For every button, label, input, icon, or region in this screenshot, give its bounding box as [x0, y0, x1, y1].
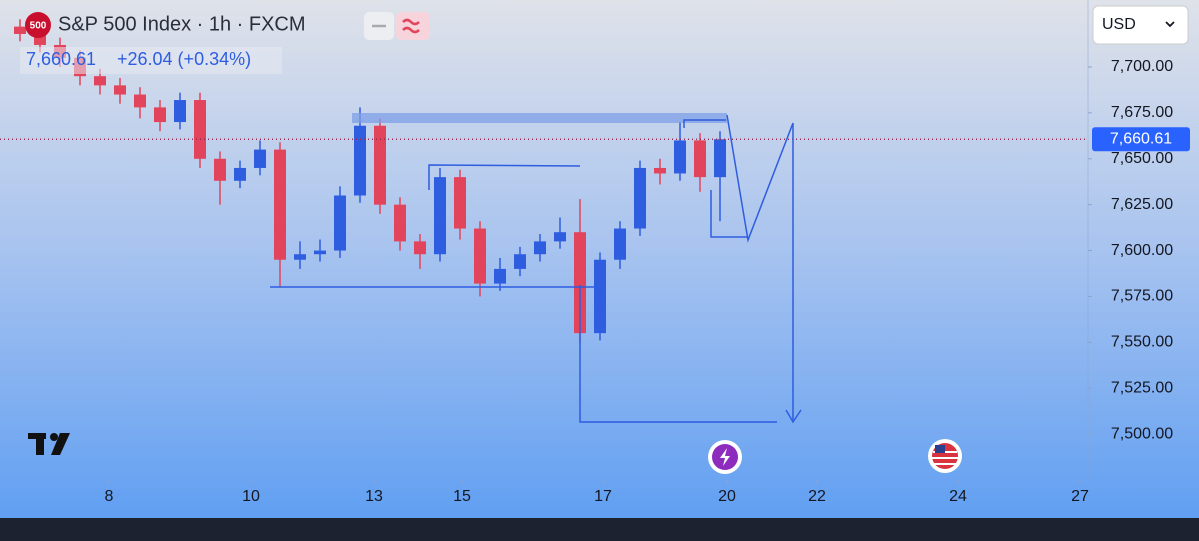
candle-body: [374, 125, 386, 205]
resistance-zone: [352, 113, 727, 123]
x-tick-label: 24: [949, 488, 967, 505]
currency-select[interactable]: [1092, 5, 1189, 45]
y-tick-label: 7,575.00: [1111, 288, 1173, 305]
plot: 7,500.00 7,525.00 7,550.00 7,575.00 7,600.00…: [0, 19, 1190, 505]
last-price: 7,660.61: [26, 49, 96, 69]
wave-icon: [402, 18, 420, 34]
candle-body: [14, 26, 26, 34]
y-tick-label: 7,700.00: [1111, 58, 1173, 75]
candle-body: [554, 232, 566, 242]
candle-body: [654, 167, 666, 174]
x-tick-label: 17: [594, 488, 612, 505]
dropdown-icon: [1165, 21, 1175, 28]
tv-logo: [28, 433, 70, 455]
x-tick-label: 27: [1071, 488, 1089, 505]
candle-body: [634, 167, 646, 229]
candle-body: [134, 94, 146, 108]
candle-body: [214, 158, 226, 181]
pullback-box: [710, 190, 748, 238]
candle-body: [194, 100, 206, 159]
chart-title: S&P 500 Index · 1h · FXCM: [58, 13, 306, 35]
currency-label: USD: [1102, 16, 1136, 33]
x-tick-label: 22: [808, 488, 826, 505]
candle-body: [714, 139, 726, 178]
candle-body: [454, 177, 466, 229]
range-line: [428, 164, 581, 190]
candle-body: [614, 228, 626, 260]
candle-body: [474, 228, 486, 284]
bottom-toolbar: [0, 518, 1199, 541]
drawings: [270, 113, 802, 424]
y-tick-label: 7,675.00: [1111, 104, 1173, 121]
candle-body: [254, 149, 266, 168]
candle-body: [694, 140, 706, 178]
candle-body: [294, 254, 306, 260]
candle-body: [494, 268, 506, 284]
x-tick-label: 10: [242, 488, 260, 505]
flag-canton: [935, 445, 945, 453]
candle-body: [534, 241, 546, 255]
candle-body: [34, 33, 46, 45]
candle-body: [574, 232, 586, 334]
badge-text: 500: [30, 21, 47, 32]
price-change: +26.04 (+0.34%): [117, 49, 251, 69]
candle-body: [274, 149, 286, 260]
projection-path: [726, 114, 794, 420]
arrow-head: [785, 409, 802, 424]
candle-body: [354, 125, 366, 196]
price-box: [20, 47, 282, 74]
wave-button[interactable]: [396, 12, 430, 40]
x-tick-label: 20: [718, 488, 736, 505]
candle-body: [174, 100, 186, 123]
candle-body: [394, 204, 406, 242]
candle-body: [314, 250, 326, 255]
y-tick-label: 7,600.00: [1111, 242, 1173, 259]
candle-body: [514, 254, 526, 269]
candle-body: [414, 241, 426, 255]
last-price-tag: [1092, 127, 1190, 152]
y-tick-label: 7,625.00: [1111, 196, 1173, 213]
y-tick-label: 7,650.00: [1111, 150, 1173, 167]
candle-body: [154, 107, 166, 123]
y-tick-label: 7,525.00: [1111, 379, 1173, 396]
top-box: [683, 119, 726, 128]
candle-body: [594, 259, 606, 334]
x-tick-label: 15: [453, 488, 471, 505]
lightning: [720, 448, 730, 466]
target-box: [579, 285, 777, 423]
candle-body: [434, 177, 446, 255]
candle-body: [94, 76, 106, 86]
x-tick-label: 8: [105, 488, 114, 505]
candle-body: [234, 167, 246, 181]
last-price-label: 7,660.61: [1110, 131, 1172, 148]
x-tick-label: 13: [365, 488, 383, 505]
candle-body: [114, 85, 126, 95]
candle-body: [674, 140, 686, 174]
candle-body: [334, 195, 346, 251]
y-tick-label: 7,500.00: [1111, 425, 1173, 442]
y-tick-label: 7,550.00: [1111, 334, 1173, 351]
symbol-badge: [25, 12, 51, 38]
